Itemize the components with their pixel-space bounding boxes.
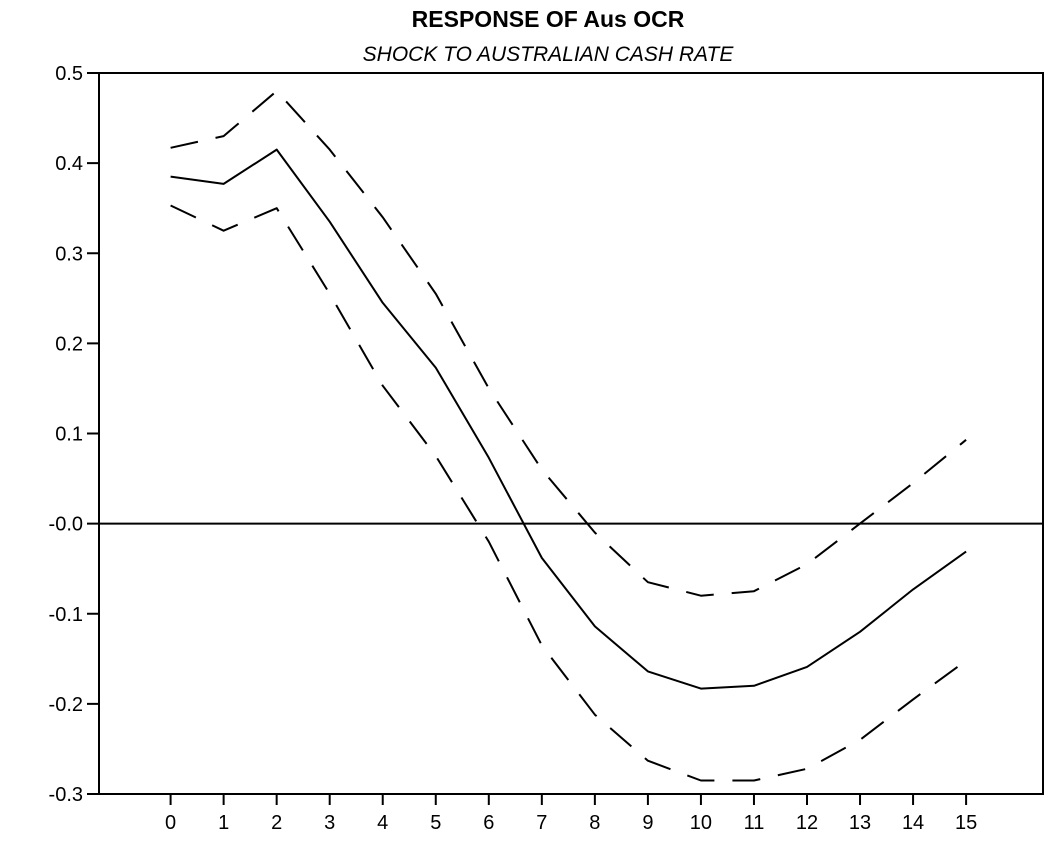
x-tick-label: 1 bbox=[218, 812, 229, 834]
x-tick-label: 13 bbox=[849, 812, 871, 834]
x-tick-label: 11 bbox=[744, 812, 765, 834]
x-tick-label: 8 bbox=[589, 812, 600, 834]
y-tick-label: 0.4 bbox=[55, 153, 83, 175]
x-tick-label: 6 bbox=[483, 812, 494, 834]
x-tick-label: 15 bbox=[955, 812, 977, 834]
y-tick-label: -0.0 bbox=[49, 514, 83, 536]
plot-frame bbox=[98, 72, 1044, 795]
x-tick-label: 14 bbox=[902, 812, 924, 834]
chart-title: RESPONSE OF Aus OCR bbox=[412, 6, 685, 32]
y-tick-label: -0.1 bbox=[49, 604, 83, 626]
x-tick-label: 3 bbox=[324, 812, 335, 834]
x-tick-label: 10 bbox=[690, 812, 712, 834]
series-layer bbox=[170, 90, 967, 782]
confidence-band-line bbox=[170, 90, 967, 597]
y-tick-label: 0.3 bbox=[55, 243, 83, 265]
x-tick-label: 12 bbox=[796, 812, 818, 834]
y-tick-label: 0.5 bbox=[55, 63, 83, 85]
y-tick-label: -0.3 bbox=[49, 784, 83, 806]
x-tick-label: 2 bbox=[271, 812, 282, 834]
y-axis: 0.5 0.4 0.3 0.2 0.1 -0.0 -0.1 -0.2 -0.3 bbox=[49, 63, 99, 806]
chart-subtitle: SHOCK TO AUSTRALIAN CASH RATE bbox=[363, 43, 735, 66]
x-tick-label: 0 bbox=[165, 812, 176, 834]
y-tick-label: 0.2 bbox=[55, 333, 83, 355]
response-line bbox=[170, 148, 967, 690]
confidence-band-line bbox=[170, 204, 967, 782]
x-axis: 0 1 2 3 4 5 6 7 8 9 10 11 12 13 14 15 bbox=[165, 794, 977, 834]
x-tick-label: 4 bbox=[377, 812, 388, 834]
x-tick-label: 9 bbox=[642, 812, 653, 834]
y-tick-label: 0.1 bbox=[55, 424, 83, 446]
y-tick-label: -0.2 bbox=[49, 694, 83, 716]
x-tick-label: 5 bbox=[430, 812, 441, 834]
x-tick-label: 7 bbox=[536, 812, 547, 834]
